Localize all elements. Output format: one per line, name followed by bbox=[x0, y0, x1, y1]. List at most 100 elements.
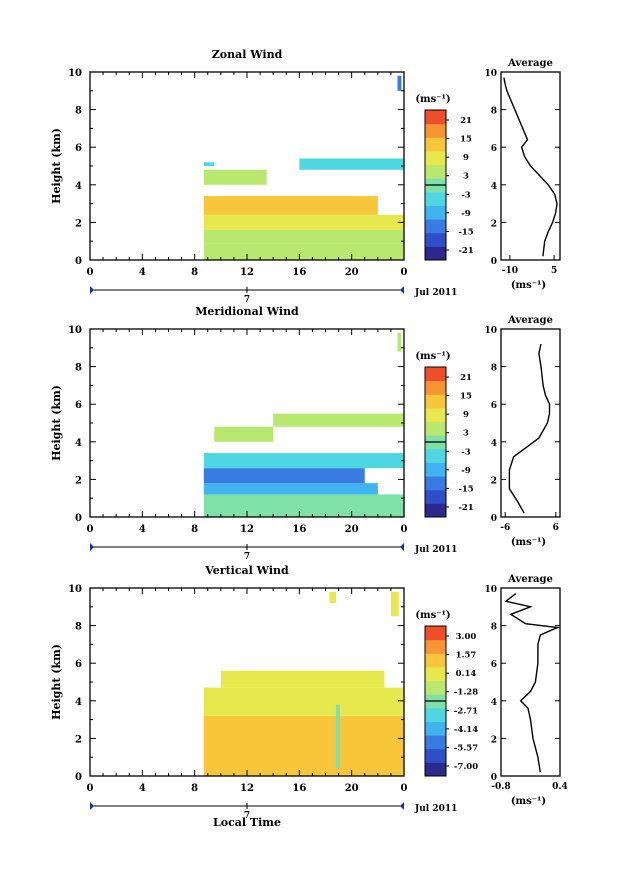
colorbar-tick-label: 3 bbox=[463, 172, 469, 182]
x-tick-label: 16 bbox=[292, 267, 306, 278]
average-unit: (ms⁻¹) bbox=[511, 280, 546, 291]
colorbar-segment bbox=[425, 123, 446, 138]
colorbar-unit: (ms⁻¹) bbox=[415, 610, 450, 621]
average-x-tick-label: 6 bbox=[553, 523, 559, 533]
colorbar-segment bbox=[425, 626, 446, 641]
colorbar-tick-label: -2.71 bbox=[454, 706, 478, 716]
average-x-tick-label: 5 bbox=[551, 266, 557, 276]
x-tick-label: 12 bbox=[240, 267, 254, 278]
average-frame bbox=[500, 328, 561, 518]
colorbar-segment bbox=[425, 219, 446, 234]
heatmap-cell bbox=[390, 591, 399, 617]
colorbar-segment bbox=[425, 489, 446, 504]
heatmap-cell bbox=[203, 715, 404, 776]
average-y-tick-label: 2 bbox=[491, 476, 497, 486]
average-title: Average bbox=[507, 574, 553, 585]
date-label: Jul 2011 bbox=[414, 804, 457, 814]
panel-title: Meridional Wind bbox=[195, 305, 299, 318]
heatmap-cell bbox=[203, 453, 404, 469]
x-tick-label: 4 bbox=[139, 783, 146, 794]
colorbar-segment bbox=[425, 748, 446, 763]
heatmap-cell bbox=[203, 214, 404, 230]
average-y-tick-label: 6 bbox=[491, 660, 497, 670]
x-tick-label: 12 bbox=[240, 524, 254, 535]
x-tick-label: 8 bbox=[191, 783, 198, 794]
y-tick-label: 6 bbox=[75, 659, 82, 670]
average-profile-line bbox=[503, 77, 558, 257]
colorbar-segment bbox=[425, 191, 446, 206]
heatmap-cell bbox=[214, 426, 274, 442]
colorbar-tick-label: 15 bbox=[460, 392, 472, 402]
heatmap-cell bbox=[397, 75, 402, 91]
x-tick-label: 0 bbox=[87, 524, 94, 535]
colorbar-segment bbox=[425, 462, 446, 477]
x-tick-label: 0 bbox=[401, 783, 408, 794]
colorbar-tick-label: 1.57 bbox=[456, 651, 477, 661]
average-frame bbox=[500, 71, 561, 261]
y-tick-label: 4 bbox=[75, 438, 82, 449]
y-tick-label: 2 bbox=[75, 218, 82, 229]
x-tick-label: 12 bbox=[240, 783, 254, 794]
y-tick-label: 8 bbox=[75, 363, 82, 374]
colorbar-tick-label: 15 bbox=[460, 135, 472, 145]
x-tick-label: 0 bbox=[401, 267, 408, 278]
heatmap-cell bbox=[203, 229, 404, 244]
average-y-tick-label: 2 bbox=[491, 219, 497, 229]
colorbar-tick-label: -15 bbox=[458, 484, 473, 494]
colorbar-tick-label: 21 bbox=[460, 116, 472, 126]
colorbar-tick-label: -5.57 bbox=[454, 743, 478, 753]
y-axis-label: Height (km) bbox=[50, 644, 63, 720]
colorbar-segment bbox=[425, 110, 446, 125]
colorbar-segment bbox=[425, 205, 446, 220]
heatmap-cell bbox=[203, 483, 378, 495]
colorbar-tick-label: -15 bbox=[458, 227, 473, 237]
x-tick-label: 8 bbox=[191, 524, 198, 535]
colorbar-segment bbox=[425, 164, 446, 179]
average-y-tick-label: 10 bbox=[484, 69, 497, 79]
colorbar-tick-label: -4.14 bbox=[454, 725, 478, 735]
average-y-tick-label: 0 bbox=[491, 257, 497, 267]
colorbar-tick-label: 3.00 bbox=[456, 632, 477, 642]
average-title: Average bbox=[507, 315, 553, 326]
date-axis-end-marker bbox=[400, 543, 404, 551]
y-tick-label: 10 bbox=[68, 325, 82, 336]
colorbar-segment bbox=[425, 762, 446, 777]
day-label: 7 bbox=[244, 552, 250, 562]
y-tick-label: 10 bbox=[68, 584, 82, 595]
colorbar-segment bbox=[425, 639, 446, 654]
colorbar-tick-label: -21 bbox=[458, 503, 473, 513]
heatmap-cell bbox=[203, 162, 215, 166]
y-tick-label: 0 bbox=[75, 256, 82, 267]
colorbar-segment bbox=[425, 394, 446, 409]
colorbar-segment bbox=[425, 137, 446, 152]
colorbar-segment bbox=[425, 421, 446, 436]
x-tick-label: 16 bbox=[292, 524, 306, 535]
date-label: Jul 2011 bbox=[414, 545, 457, 555]
heatmap-cell bbox=[203, 243, 404, 260]
colorbar-tick-label: -3 bbox=[461, 447, 471, 457]
colorbar-segment bbox=[425, 735, 446, 750]
colorbar-tick-label: -1.28 bbox=[454, 688, 478, 698]
average-x-tick-label: -10 bbox=[502, 266, 518, 276]
y-tick-label: 4 bbox=[75, 181, 82, 192]
colorbar-segment bbox=[425, 721, 446, 736]
y-tick-label: 6 bbox=[75, 400, 82, 411]
colorbar-segment bbox=[425, 246, 446, 261]
x-tick-label: 16 bbox=[292, 783, 306, 794]
y-tick-label: 0 bbox=[75, 513, 82, 524]
colorbar-segment bbox=[425, 680, 446, 695]
colorbar-tick-label: -7.00 bbox=[454, 762, 478, 772]
colorbar-segment bbox=[425, 653, 446, 668]
colorbar-segment bbox=[425, 503, 446, 518]
colorbar-segment bbox=[425, 150, 446, 166]
colorbar-tick-label: 9 bbox=[463, 153, 469, 163]
y-tick-label: 6 bbox=[75, 143, 82, 154]
panel-title: Zonal Wind bbox=[212, 48, 283, 61]
x-tick-label: 0 bbox=[401, 524, 408, 535]
average-y-tick-label: 0 bbox=[491, 773, 497, 783]
average-unit: (ms⁻¹) bbox=[511, 796, 546, 807]
